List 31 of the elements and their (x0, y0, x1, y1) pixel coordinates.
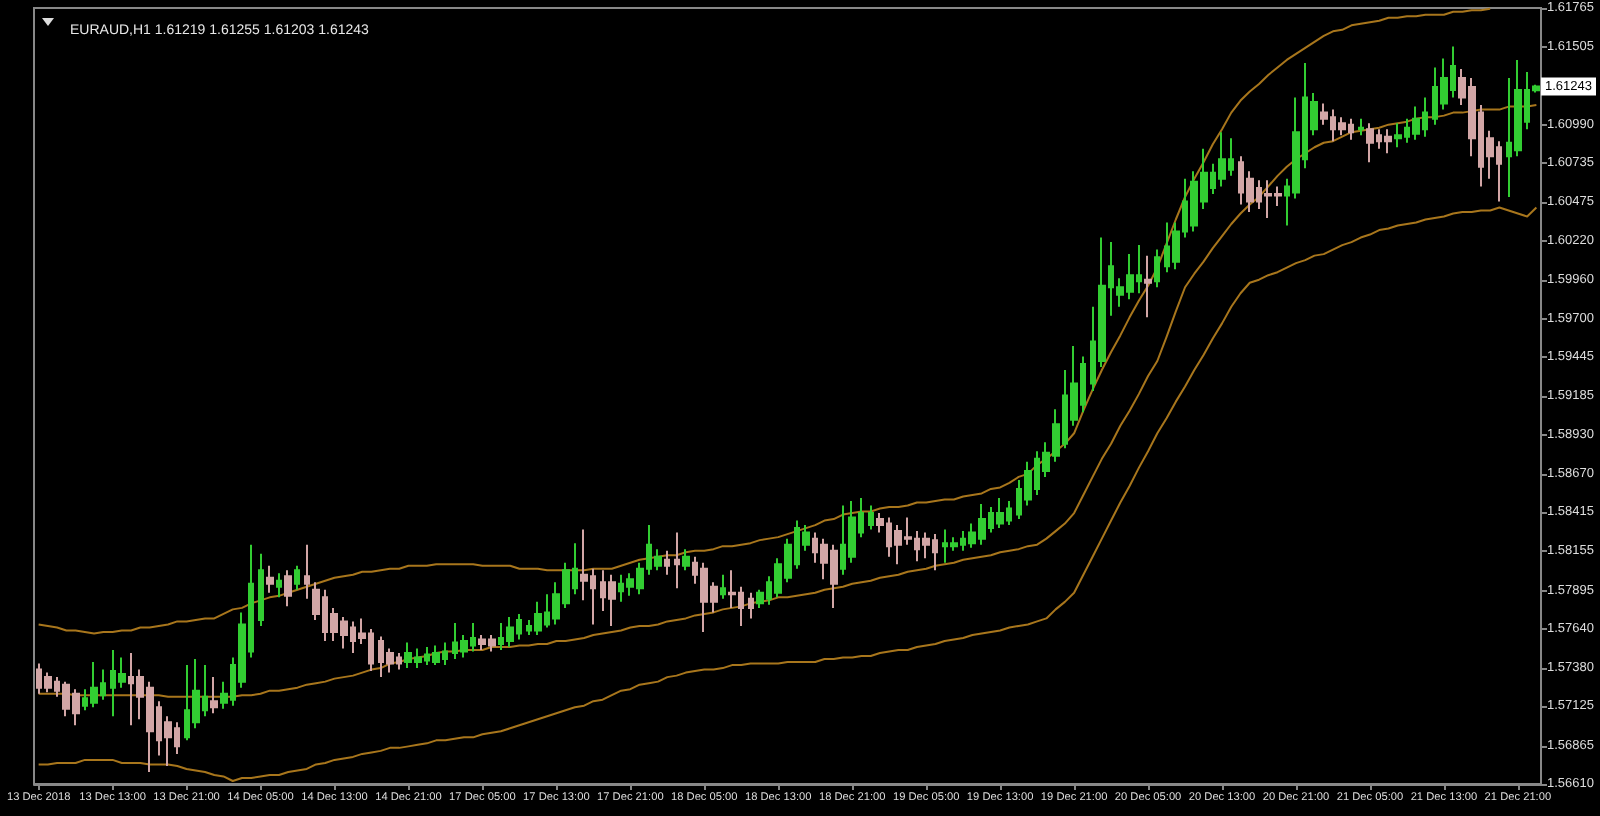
candlestick (258, 552, 264, 627)
candlestick (748, 591, 754, 620)
candlestick (90, 661, 98, 709)
candlestick (682, 548, 690, 572)
candlestick (210, 676, 218, 715)
candlestick (720, 573, 726, 600)
candlestick (1394, 122, 1402, 149)
candlestick (506, 615, 514, 649)
candlestick (1144, 254, 1152, 319)
candlestick (534, 600, 542, 636)
candlestick (1366, 122, 1374, 164)
candlestick (432, 644, 440, 667)
candlestick (1412, 105, 1420, 141)
candlestick (266, 564, 274, 594)
candlestick (674, 531, 680, 590)
candlestick (294, 564, 300, 591)
candlestick (608, 573, 616, 627)
candlestick (284, 569, 292, 608)
candlestick (1358, 117, 1364, 137)
candlestick (304, 543, 310, 600)
candlestick (1384, 128, 1392, 155)
candlestick (276, 572, 282, 599)
candlestick (664, 549, 670, 576)
candlestick (996, 496, 1004, 530)
candlestick (868, 504, 874, 531)
candlestick (44, 671, 52, 694)
candlestick (1218, 131, 1226, 188)
candlestick (1154, 248, 1160, 289)
candlestick (1338, 116, 1346, 137)
line-series (37, 7, 1492, 635)
line-series (37, 104, 1538, 698)
